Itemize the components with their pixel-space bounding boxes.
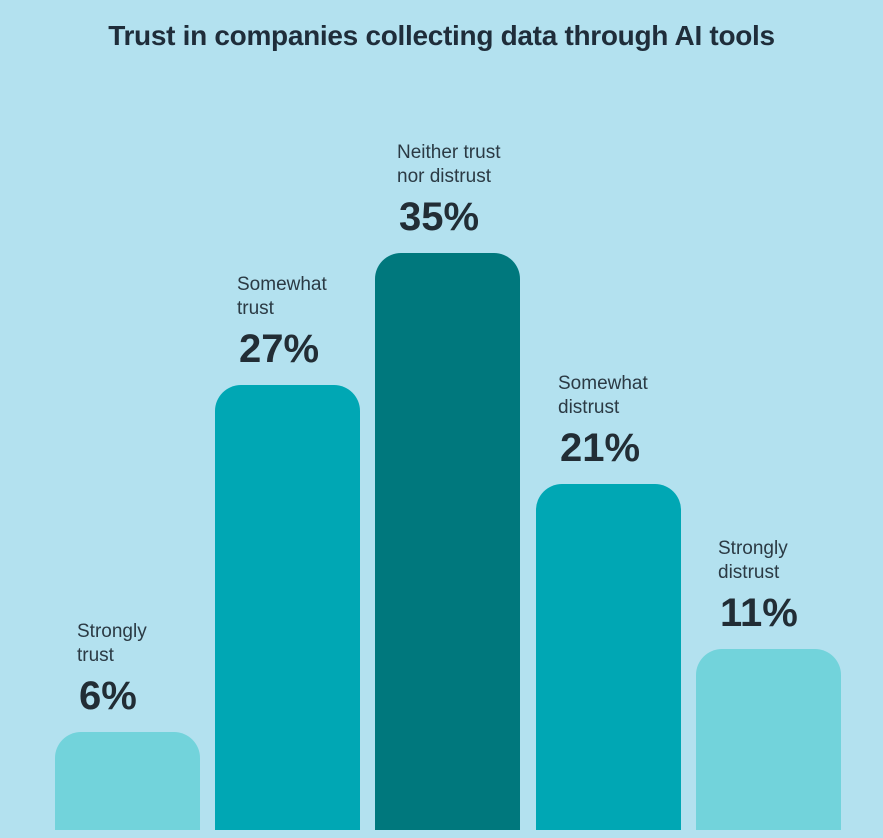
bar	[215, 385, 360, 830]
bar-label-line: trust	[237, 298, 274, 319]
bar-label-line: Somewhat	[237, 274, 327, 295]
bar-value: 27%	[239, 327, 320, 371]
bar-label-line: trust	[77, 645, 114, 666]
bar	[375, 253, 520, 830]
bar-label-line: distrust	[558, 397, 620, 418]
bar	[696, 649, 841, 830]
bar-label-line: Strongly	[718, 538, 788, 559]
bar	[55, 732, 200, 830]
bar-label: Somewhat trust	[237, 273, 327, 321]
bar-value: 11%	[720, 591, 798, 635]
bar-label-line: nor distrust	[397, 166, 491, 187]
bar-label-line: Somewhat	[558, 373, 648, 394]
bar-label-line: Strongly	[77, 621, 147, 642]
bar-label: Strongly trust	[77, 620, 147, 668]
bar-value: 35%	[399, 195, 480, 239]
bar	[536, 484, 681, 830]
chart-title: Trust in companies collecting data throu…	[108, 20, 775, 51]
bar-label: Neither trust nor distrust	[397, 141, 500, 189]
bar-label: Strongly distrust	[718, 537, 788, 585]
bar-value: 6%	[79, 674, 137, 718]
bar-label-line: Neither trust	[397, 142, 501, 163]
bar-label-line: distrust	[718, 562, 780, 583]
bar-label: Somewhat distrust	[558, 372, 648, 420]
bar-value: 21%	[560, 426, 641, 470]
